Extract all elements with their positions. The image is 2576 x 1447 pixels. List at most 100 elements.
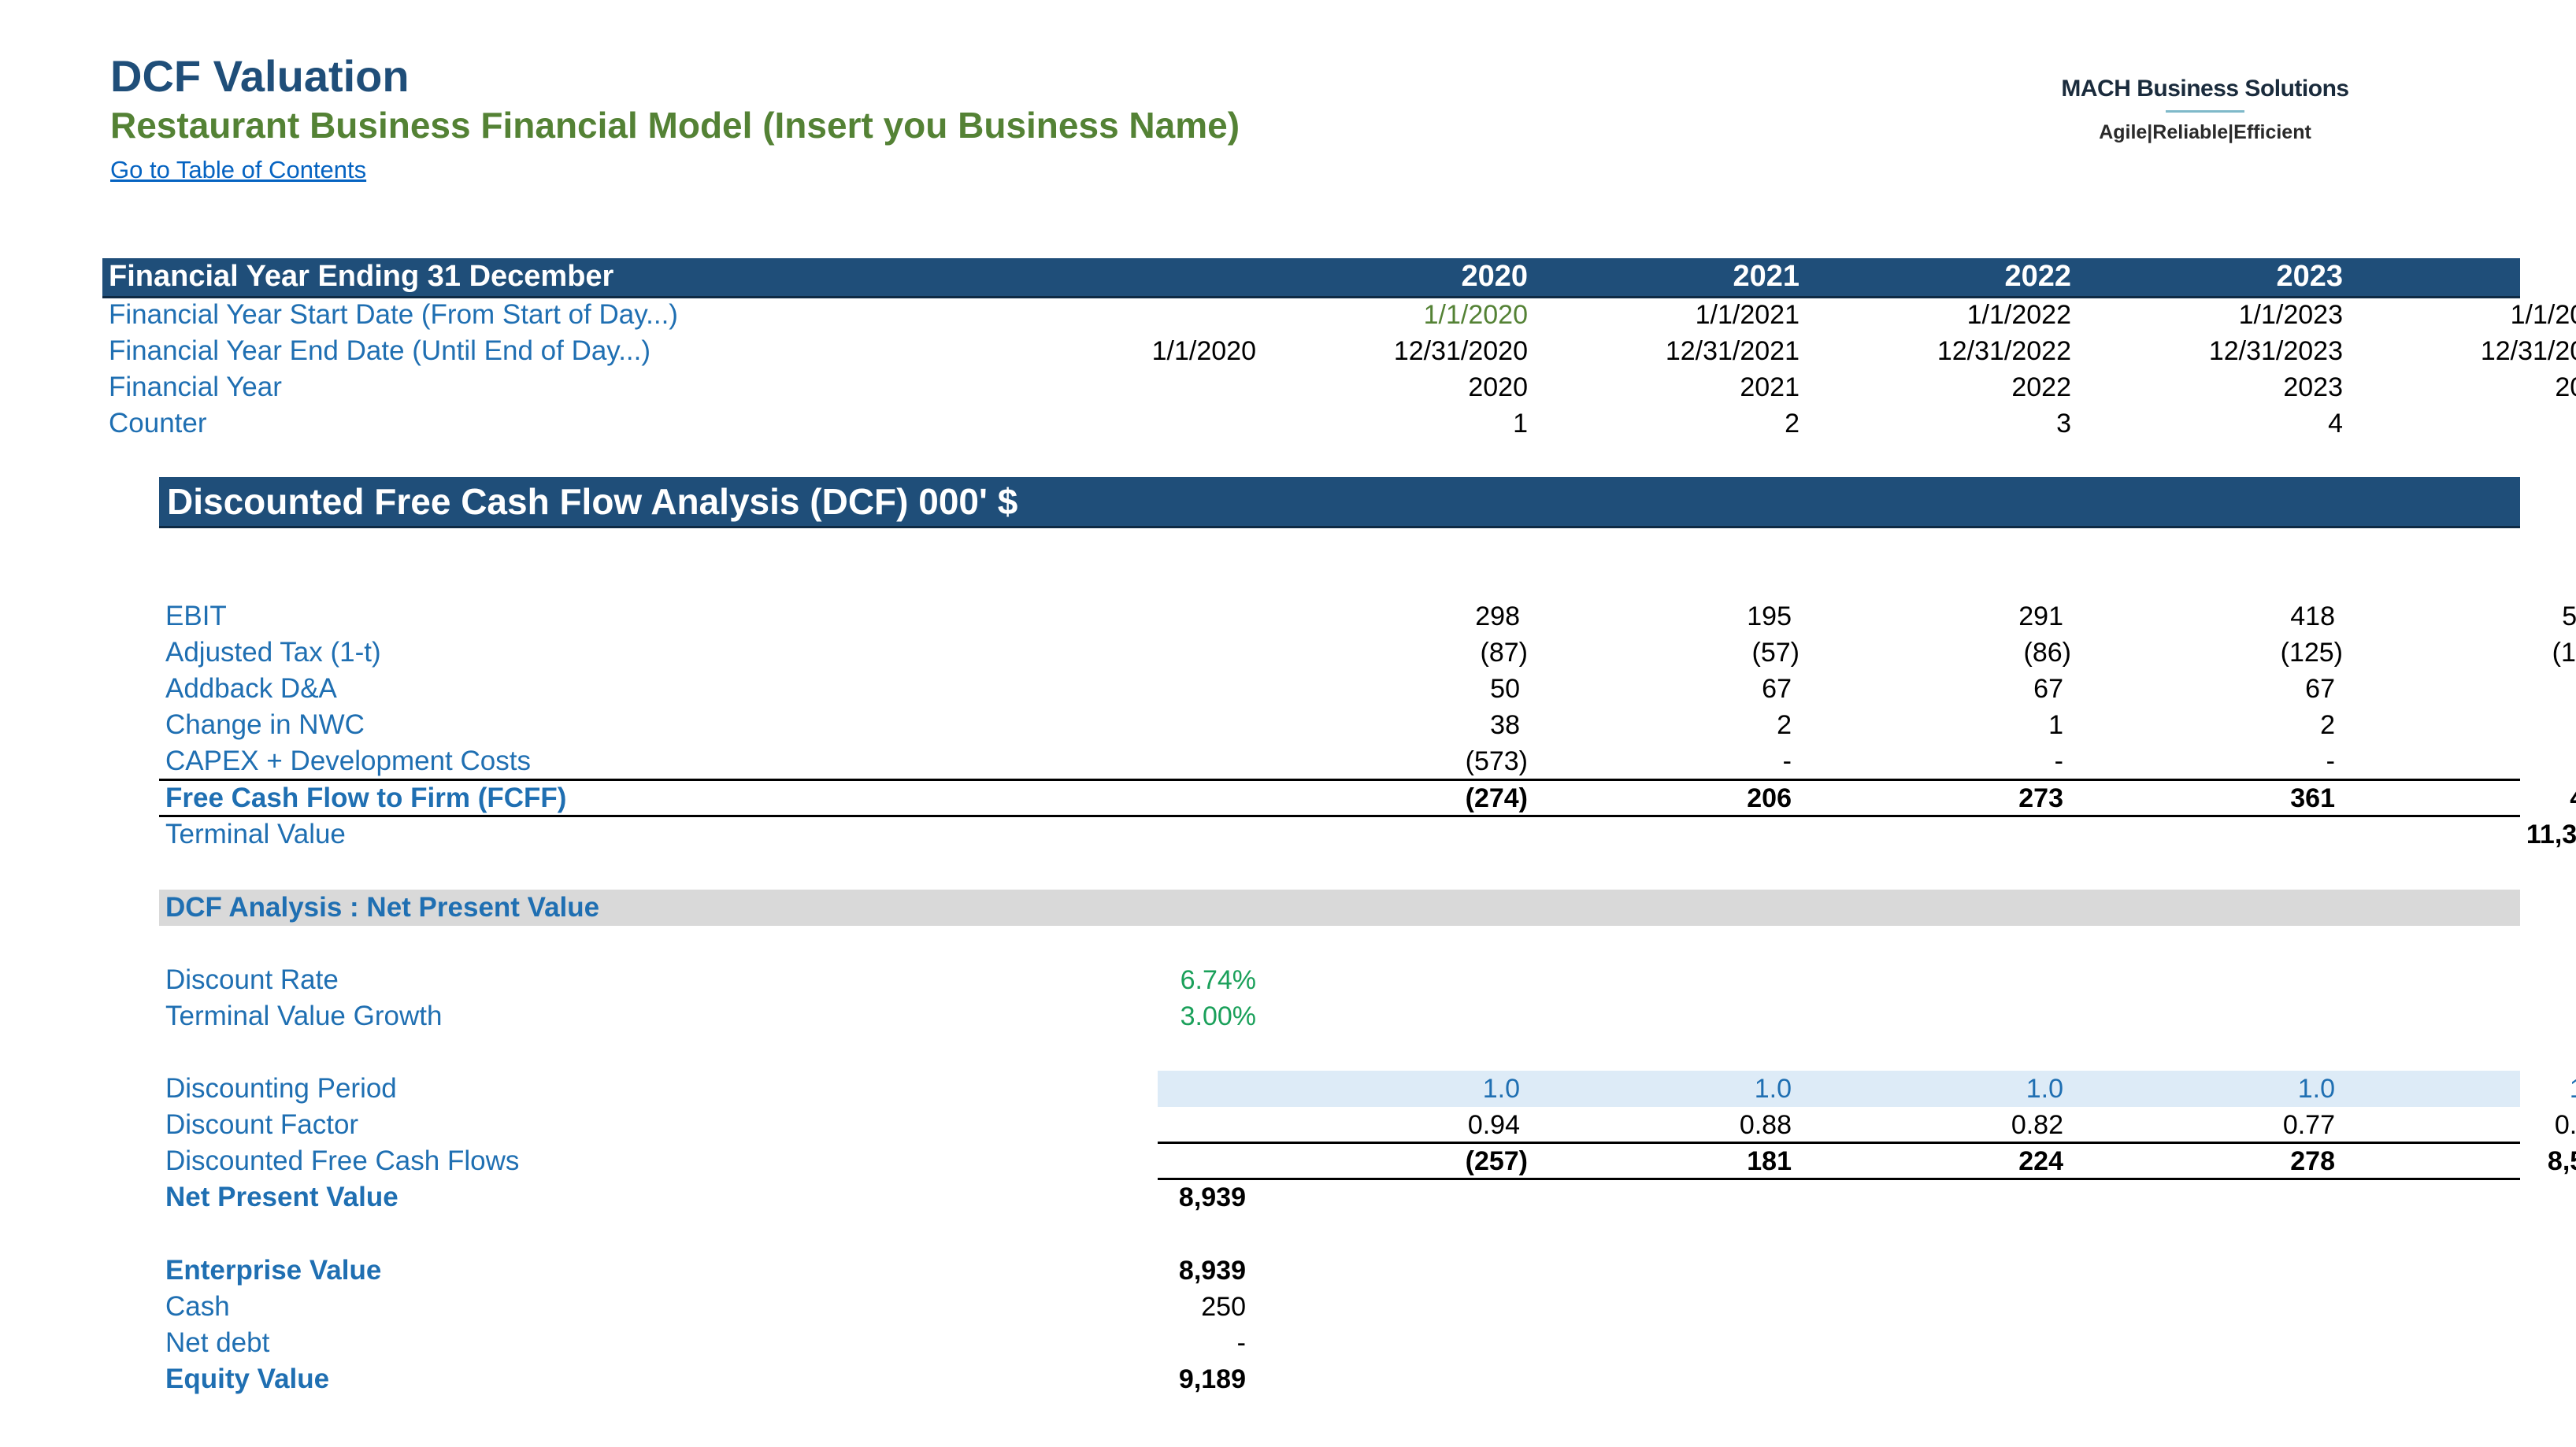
capex-cell: (573) <box>1465 746 1528 776</box>
period-cell: 1.0 <box>2026 1074 2063 1104</box>
ebit-cell: 195 <box>1747 601 1792 631</box>
npv-value-cell: 8,939 <box>1178 1182 1246 1212</box>
discount-rate-input[interactable]: 6.74% <box>1180 965 1256 995</box>
dfcf-cell: 8,512 <box>2547 1146 2576 1176</box>
end-date-cell: 12/31/2024 <box>2480 336 2576 366</box>
start-date-cell: 1/1/2021 <box>1695 300 1799 330</box>
year-header-cell: 2023 <box>2276 260 2343 293</box>
net-debt-row: Net debt - <box>102 1325 2520 1361</box>
timeline-header-bar: Financial Year Ending 31 December 2020 2… <box>102 258 2576 298</box>
discounting-period-band <box>1158 1071 2520 1107</box>
counter-cell: 4 <box>2328 409 2343 439</box>
da-cell: 67 <box>2033 674 2063 704</box>
npv-section-title: DCF Analysis : Net Present Value <box>165 892 600 923</box>
row-label: CAPEX + Development Costs <box>165 746 531 776</box>
factor-cell: 0.88 <box>1739 1110 1792 1140</box>
dfcf-top-border <box>1158 1142 2520 1144</box>
factor-cell: 0.94 <box>1467 1110 1520 1140</box>
year-header-cell: 2024 <box>2548 260 2576 293</box>
company-logo: MACH Business Solutions Agile|Reliable|E… <box>2016 76 2394 154</box>
dfcf-cell: 224 <box>2018 1146 2063 1176</box>
end-date-cell: 12/31/2020 <box>1393 336 1528 366</box>
terminal-growth-input[interactable]: 3.00% <box>1180 1001 1256 1031</box>
row-label: Counter <box>109 408 207 439</box>
nwc-cell: 3 <box>2355 707 2576 743</box>
end-date-cell: 12/31/2022 <box>1937 336 2071 366</box>
page-title: DCF Valuation <box>110 51 410 101</box>
adjusted-tax-row: Adjusted Tax (1-t) (87) (57) (86) (125) … <box>102 635 2576 671</box>
dcf-section-title: Discounted Free Cash Flow Analysis (DCF)… <box>167 481 1018 522</box>
net-present-value-row: Net Present Value 8,939 <box>102 1179 2520 1216</box>
factor-cell: 0.82 <box>2011 1110 2063 1140</box>
discount-factor-row: Discount Factor 0.94 0.88 0.82 0.77 0.72 <box>102 1107 2576 1143</box>
year-header-cell: 2021 <box>1733 260 1799 293</box>
timeline-heading: Financial Year Ending 31 December <box>109 260 614 293</box>
page-subtitle: Restaurant Business Financial Model (Ins… <box>110 105 1240 146</box>
logo-tagline: Agile|Reliable|Efficient <box>2099 121 2311 143</box>
row-label: Terminal Value <box>165 819 346 849</box>
tax-cell: (87) <box>1480 638 1528 668</box>
terminal-growth-row: Terminal Value Growth 3.00% <box>102 998 2520 1034</box>
start-date-cell: 1/1/2024 <box>2510 300 2576 330</box>
ebit-cell: 418 <box>2290 601 2335 631</box>
end-date-base-cell: 1/1/2020 <box>1151 336 1256 366</box>
period-cell: 1.0 <box>1482 1074 1520 1104</box>
capex-cell: - <box>1782 746 1792 776</box>
da-cell: 67 <box>2305 674 2335 704</box>
counter-cell: 1 <box>1513 409 1528 439</box>
ebit-cell: 507 <box>2562 601 2576 631</box>
nwc-cell: 2 <box>2320 710 2335 740</box>
row-label: Net Present Value <box>165 1182 398 1212</box>
cash-row: Cash 250 <box>102 1289 2520 1325</box>
fcff-top-border <box>159 779 2520 781</box>
row-label: Discounting Period <box>165 1073 397 1104</box>
dfcf-bottom-border <box>1158 1178 2520 1180</box>
counter-cell: 5 <box>2363 405 2576 442</box>
year-header-cell: 2020 <box>1461 260 1528 293</box>
da-cell: 67 <box>1762 674 1792 704</box>
fcff-cell: 206 <box>1747 783 1792 813</box>
row-label: Enterprise Value <box>165 1255 382 1286</box>
year-header-cell: 2022 <box>2004 260 2071 293</box>
row-label: Discount Factor <box>165 1109 359 1140</box>
row-label: Cash <box>165 1291 230 1322</box>
row-label: Financial Year End Date (Until End of Da… <box>109 335 651 366</box>
dfcf-cell: 278 <box>2290 1146 2335 1176</box>
fcff-cell: 425 <box>2363 780 2576 816</box>
addback-da-row: Addback D&A 50 67 67 67 67 <box>102 671 2520 707</box>
tax-cell: (152) <box>2552 638 2576 668</box>
period-cell: 1.0 <box>2355 1071 2576 1107</box>
terminal-value-row: Terminal Value 11,369 <box>102 816 2576 853</box>
period-cell: 1.0 <box>2297 1074 2335 1104</box>
row-label: Discounted Free Cash Flows <box>165 1145 520 1176</box>
row-label: Equity Value <box>165 1364 330 1394</box>
dfcf-cell: (257) <box>1465 1146 1528 1176</box>
financial-year-cell: 2021 <box>1740 372 1799 402</box>
period-cell: 1.0 <box>1754 1074 1792 1104</box>
financial-year-row: Financial Year 2020 2021 2022 2023 2024 <box>102 369 2576 405</box>
discount-rate-row: Discount Rate 6.74% <box>102 962 2520 998</box>
fcff-bottom-border <box>159 815 2520 817</box>
dcf-section-header: Discounted Free Cash Flow Analysis (DCF)… <box>159 477 2520 528</box>
counter-row: Counter 1 2 3 4 5 <box>102 405 2520 442</box>
discounting-period-row: Discounting Period 1.0 1.0 1.0 1.0 1.0 <box>102 1071 2576 1107</box>
enterprise-value-row: Enterprise Value 8,939 <box>102 1253 2520 1289</box>
discounted-fcf-row: Discounted Free Cash Flows (257) 181 224… <box>102 1143 2576 1179</box>
capex-cell: - <box>2326 746 2335 776</box>
row-label: Terminal Value Growth <box>165 1001 443 1031</box>
counter-cell: 3 <box>2056 409 2071 439</box>
ebit-cell: 298 <box>1475 601 1520 631</box>
tax-cell: (86) <box>2023 638 2071 668</box>
row-label: Financial Year <box>109 372 282 402</box>
table-of-contents-link[interactable]: Go to Table of Contents <box>110 156 367 183</box>
ebit-row: EBIT 298 195 291 418 507 <box>102 598 2576 635</box>
factor-cell: 0.77 <box>2282 1110 2335 1140</box>
end-date-cell: 12/31/2023 <box>2208 336 2343 366</box>
capex-row: CAPEX + Development Costs (573) - - - - <box>102 743 2520 779</box>
start-date-cell: 1/1/2023 <box>2238 300 2343 330</box>
da-cell: 50 <box>1490 674 1520 704</box>
ebit-cell: 291 <box>2018 601 2063 631</box>
end-date-cell: 12/31/2021 <box>1665 336 1799 366</box>
row-label: Net debt <box>165 1327 270 1358</box>
